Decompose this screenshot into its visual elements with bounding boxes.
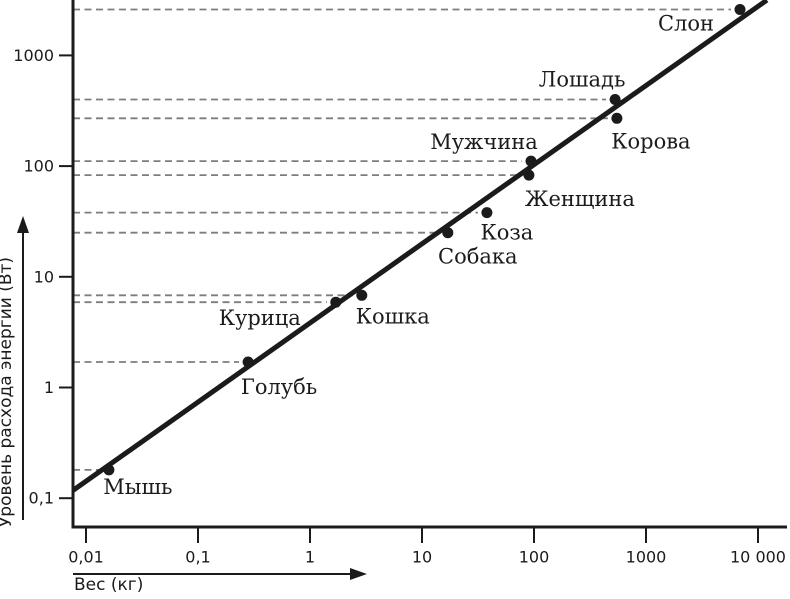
x-tick-label-6: 10 000 xyxy=(730,548,786,567)
x-tick-label-2: 1 xyxy=(305,548,315,567)
data-point-label-2: Курица xyxy=(219,306,301,330)
data-point-6 xyxy=(523,169,535,181)
x-axis-arrow-head-icon xyxy=(350,568,367,580)
x-tick-label-4: 100 xyxy=(519,548,550,567)
y-tick-label-3: 1 xyxy=(44,378,54,397)
chart-generated-layer: 1000 100 10 1 0,1 0,01 0,1 1 10 100 1000 10 000 Мышь… xyxy=(13,0,787,580)
data-point-10 xyxy=(734,4,746,15)
trend-line xyxy=(71,0,769,493)
data-point-label-6: Женщина xyxy=(525,187,635,211)
data-point-label-7: Мужчина xyxy=(430,130,538,154)
data-point-0 xyxy=(103,464,115,476)
data-point-label-1: Голубь xyxy=(241,375,317,399)
axes-frame xyxy=(71,0,787,529)
x-tick-label-3: 10 xyxy=(412,548,432,567)
y-tick-label-4: 0,1 xyxy=(29,489,54,508)
y-tick-label-0: 1000 xyxy=(13,46,54,65)
data-point-label-3: Кошка xyxy=(356,304,430,328)
data-point-label-8: Корова xyxy=(611,129,690,153)
data-point-5 xyxy=(481,207,493,219)
y-tick-label-1: 100 xyxy=(23,157,54,176)
y-axis-arrow-head-icon xyxy=(17,216,29,233)
data-point-2 xyxy=(330,296,342,308)
x-tick-label-5: 1000 xyxy=(626,548,667,567)
x-axis-title: Вес (кг) xyxy=(74,575,143,595)
data-point-label-5: Коза xyxy=(480,221,533,245)
data-point-label-0: Мышь xyxy=(103,475,172,499)
data-point-3 xyxy=(356,289,368,301)
y-axis-title: Уровень расхода энергии (Вт) xyxy=(0,257,16,527)
x-tick-label-1: 0,1 xyxy=(185,548,210,567)
data-point-1 xyxy=(242,356,254,368)
data-point-label-10: Слон xyxy=(658,12,714,36)
x-tick-label-0: 0,01 xyxy=(68,548,104,567)
data-point-7 xyxy=(525,155,537,167)
data-point-9 xyxy=(609,94,621,105)
y-tick-label-2: 10 xyxy=(34,267,54,286)
data-point-label-4: Собака xyxy=(438,245,518,269)
data-point-label-9: Лошадь xyxy=(539,68,626,92)
data-point-8 xyxy=(611,112,623,124)
data-point-4 xyxy=(442,227,454,239)
